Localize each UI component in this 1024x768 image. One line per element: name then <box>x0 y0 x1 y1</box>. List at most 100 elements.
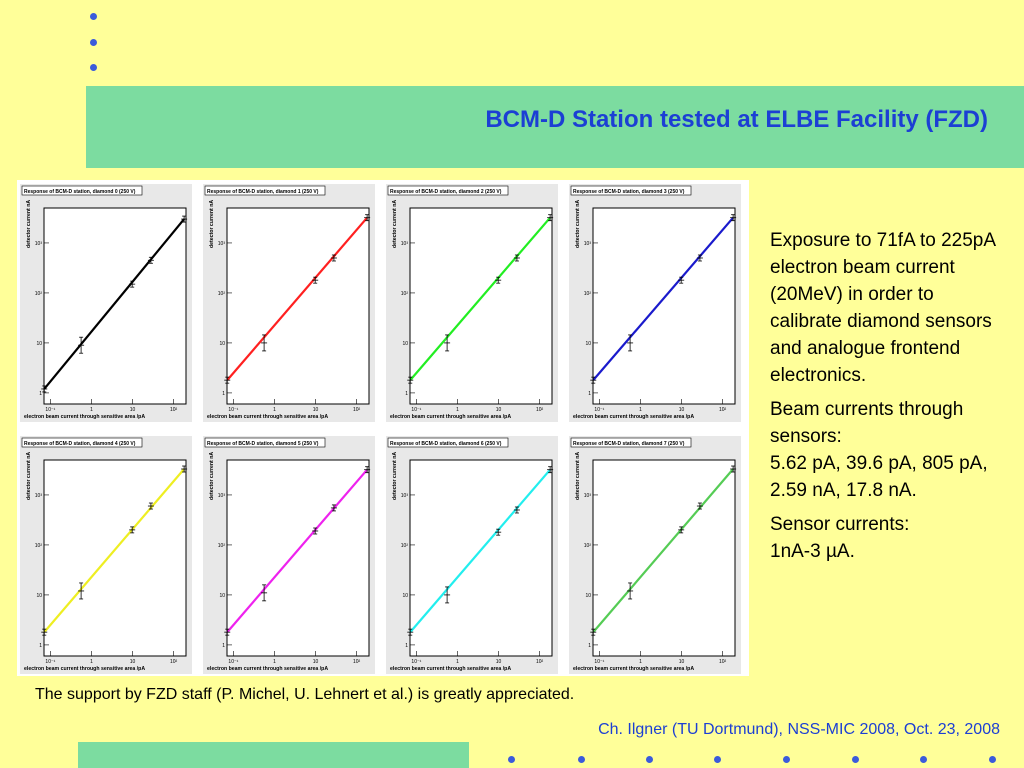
sensor-currents-label: Sensor currents: <box>770 514 910 535</box>
x-axis-label: electron beam current through sensitive … <box>24 666 145 672</box>
x-axis-label: electron beam current through sensitive … <box>207 666 328 672</box>
x-tick-label: 10⁻¹ <box>594 659 604 665</box>
plot-frame <box>409 459 553 657</box>
y-tick-label: 10³ <box>35 493 43 499</box>
x-tick-label: 10⁻¹ <box>411 407 421 413</box>
y-tick-label: 1 <box>405 391 408 397</box>
x-axis-label: electron beam current through sensitive … <box>24 414 145 420</box>
chart-4: Response of BCM-D station, diamond 4 (25… <box>20 436 192 674</box>
fit-line <box>43 218 185 390</box>
plot-grid: Response of BCM-D station, diamond 0 (25… <box>17 180 749 676</box>
x-tick-label: 10 <box>679 659 685 665</box>
x-tick-label: 10 <box>130 659 136 665</box>
y-axis-label: detector current nA <box>209 452 215 500</box>
chart-title-box <box>387 185 509 196</box>
y-tick-label: 10³ <box>218 241 226 247</box>
x-axis-label: electron beam current through sensitive … <box>573 414 694 420</box>
bullet-dot <box>920 756 927 763</box>
y-tick-label: 1 <box>222 643 225 649</box>
y-tick-label: 10 <box>36 593 42 599</box>
title-band: BCM-D Station tested at ELBE Facility (F… <box>86 86 1024 168</box>
x-tick-label: 10 <box>313 407 319 413</box>
y-tick-label: 10³ <box>584 241 592 247</box>
bullet-dot <box>578 756 585 763</box>
x-tick-label: 1 <box>90 659 93 665</box>
chart-0: Response of BCM-D station, diamond 0 (25… <box>20 184 192 422</box>
chart-title: Response of BCM-D station, diamond 6 (25… <box>390 441 502 447</box>
chart-title-box <box>570 437 692 448</box>
beam-currents-values: 5.62 pA, 39.6 pA, 805 pA, 2.59 nA, 17.8 … <box>770 453 988 501</box>
x-tick-label: 10 <box>130 407 136 413</box>
chart-title: Response of BCM-D station, diamond 0 (25… <box>24 189 136 195</box>
chart-title-box <box>21 437 143 448</box>
x-tick-label: 10 <box>496 659 502 665</box>
x-tick-label: 10² <box>170 659 178 665</box>
y-tick-label: 10 <box>585 593 591 599</box>
x-tick-label: 10⁻¹ <box>228 659 238 665</box>
plot-frame <box>43 207 187 405</box>
fit-line <box>43 468 185 633</box>
y-tick-label: 10 <box>585 341 591 347</box>
x-tick-label: 10⁻¹ <box>45 659 55 665</box>
bullet-dot <box>90 13 97 20</box>
x-tick-label: 10² <box>536 407 544 413</box>
chart-1: Response of BCM-D station, diamond 1 (25… <box>203 184 375 422</box>
plot-frame <box>226 459 370 657</box>
plot-frame <box>43 459 187 657</box>
plot-frame <box>409 207 553 405</box>
x-tick-label: 10² <box>170 407 178 413</box>
x-tick-label: 10 <box>679 407 685 413</box>
paragraph-beam-currents: Beam currents through sensors: 5.62 pA, … <box>770 396 1010 504</box>
x-tick-label: 10² <box>353 407 361 413</box>
chart-title: Response of BCM-D station, diamond 5 (25… <box>207 441 319 447</box>
chart-title: Response of BCM-D station, diamond 7 (25… <box>573 441 685 447</box>
bullet-dot <box>646 756 653 763</box>
y-axis-label: detector current nA <box>392 452 398 500</box>
y-tick-label: 10² <box>584 291 592 297</box>
y-tick-label: 10² <box>584 543 592 549</box>
y-tick-label: 1 <box>588 391 591 397</box>
y-tick-label: 10² <box>35 291 43 297</box>
x-axis-label: electron beam current through sensitive … <box>390 666 511 672</box>
y-tick-label: 10² <box>401 291 409 297</box>
bullet-dot <box>783 756 790 763</box>
y-axis-label: detector current nA <box>26 200 32 248</box>
y-tick-label: 1 <box>39 643 42 649</box>
x-tick-label: 1 <box>273 407 276 413</box>
x-tick-label: 10⁻¹ <box>45 407 55 413</box>
chart-title-box <box>21 185 143 196</box>
y-tick-label: 10² <box>218 291 226 297</box>
text-panel: Exposure to 71fA to 225pA electron beam … <box>770 227 1010 572</box>
bullet-dot <box>714 756 721 763</box>
y-axis-label: detector current nA <box>575 452 581 500</box>
y-tick-label: 1 <box>588 643 591 649</box>
chart-5: Response of BCM-D station, diamond 5 (25… <box>203 436 375 674</box>
chart-3: Response of BCM-D station, diamond 3 (25… <box>569 184 741 422</box>
y-tick-label: 10 <box>219 341 225 347</box>
chart-title-box <box>204 437 326 448</box>
x-tick-label: 10² <box>719 407 727 413</box>
y-tick-label: 10³ <box>401 241 409 247</box>
y-tick-label: 10 <box>36 341 42 347</box>
y-tick-label: 1 <box>39 391 42 397</box>
sensor-currents-values: 1nA-3 µA. <box>770 541 855 562</box>
x-tick-label: 10² <box>719 659 727 665</box>
x-tick-label: 1 <box>90 407 93 413</box>
x-tick-label: 10⁻¹ <box>411 659 421 665</box>
acknowledgement: The support by FZD staff (P. Michel, U. … <box>35 686 575 703</box>
y-tick-label: 10 <box>402 593 408 599</box>
beam-currents-label: Beam currents through sensors: <box>770 399 964 447</box>
y-tick-label: 10³ <box>35 241 43 247</box>
y-axis-label: detector current nA <box>26 452 32 500</box>
chart-title: Response of BCM-D station, diamond 3 (25… <box>573 189 685 195</box>
x-tick-label: 1 <box>456 659 459 665</box>
y-tick-label: 10² <box>401 543 409 549</box>
y-tick-label: 10³ <box>401 493 409 499</box>
x-tick-label: 1 <box>639 407 642 413</box>
bullet-dot <box>989 756 996 763</box>
fit-line <box>226 468 368 633</box>
y-tick-label: 10² <box>35 543 43 549</box>
y-tick-label: 10² <box>218 543 226 549</box>
chart-title-box <box>387 437 509 448</box>
x-axis-label: electron beam current through sensitive … <box>207 414 328 420</box>
